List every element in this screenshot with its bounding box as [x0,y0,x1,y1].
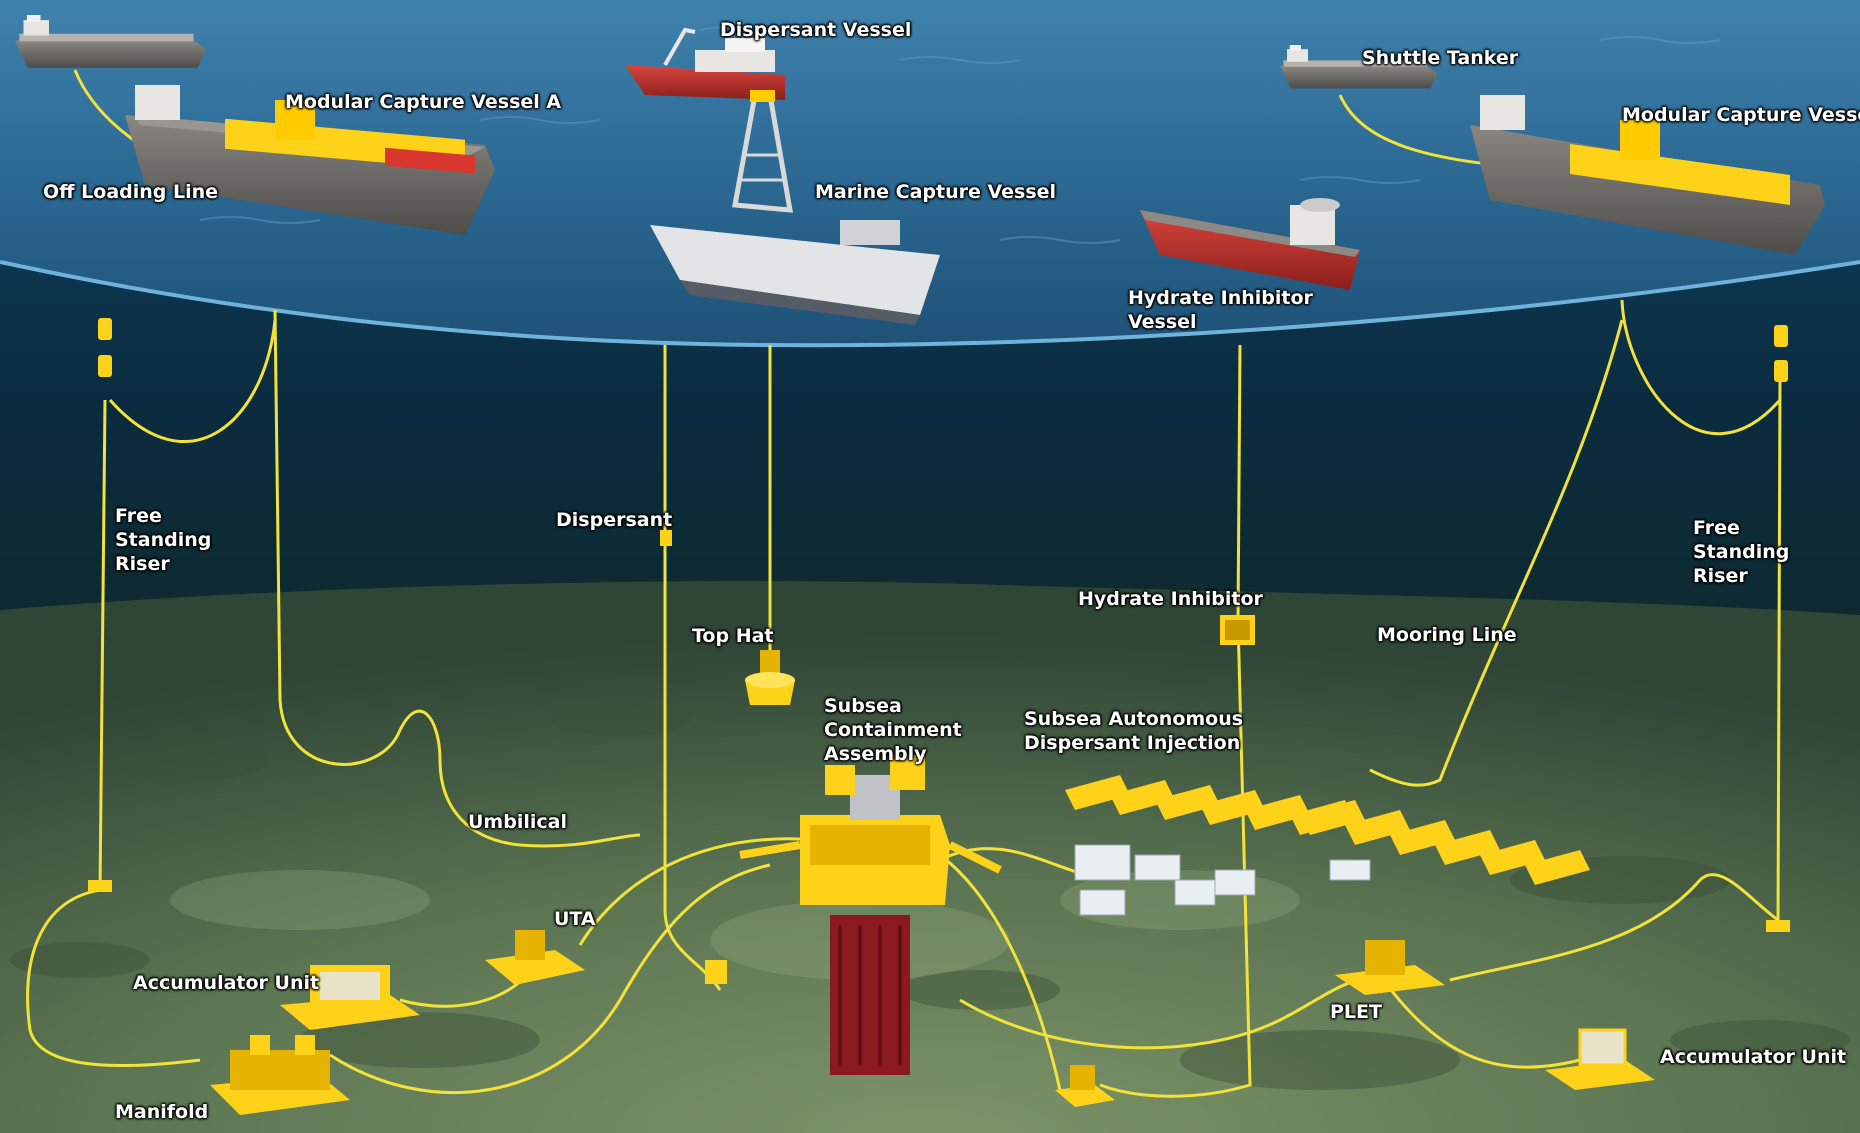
waterline-edge [0,260,1860,348]
plet-to-accumulator [1378,974,1581,1069]
modular-capture-vessel-b-label: Modular Capture Vessel B [1622,104,1860,126]
dispersant-skid-icon [1200,790,1265,825]
hydrate-inhibitor-vessel-label-line-2: Vessel [1128,311,1197,333]
umbilical-label: Umbilical [468,811,567,833]
uta-label: UTA [554,908,596,930]
modular-capture-vessel-icon [1470,95,1825,255]
dispersant-skid-icon [1300,800,1365,835]
small-yellow-box-icon [705,960,727,984]
containment-assembly-icon [739,755,1002,1075]
plet-to-right-riser [1449,873,1779,982]
free-standing-riser-right-label: Free Standing Riser [1693,516,1789,588]
free-standing-riser-left-line [98,399,107,891]
subsea-autonomous-dispersant-injection-line-2: Dispersant Injection [1024,732,1241,754]
sca-to-plet [939,853,1062,1091]
hydrate-inhibitor-vessel-label-line-1: Hydrate Inhibitor [1128,287,1313,309]
subsea-containment-assembly-label: Subsea Containment Assembly [824,694,962,766]
dispersant-skid-icon [1480,840,1545,875]
dispersant-label: Dispersant [556,509,673,531]
subsea-autonomous-dispersant-injection-label: Subsea Autonomous Dispersant Injection [1024,707,1243,755]
injection-modules [1074,844,1371,916]
subsea-containment-assembly-line-1: Subsea [824,695,902,717]
dispersant-vessel-label: Dispersant Vessel [720,19,912,41]
mooring-line-label: Mooring Line [1377,624,1517,646]
hydrate-inhibitor-skid-icon [1220,615,1255,645]
top-hat-icon [745,650,795,705]
top-hat-label: Top Hat [692,625,774,647]
dispersant-skid-icon [1525,850,1590,885]
free-standing-riser-right-line-2: Standing [1693,541,1790,563]
hydrate-inhibitor-label: Hydrate Inhibitor [1078,588,1263,610]
dispersant-skid-icon [1110,780,1175,815]
uta-icon [485,930,585,985]
free-standing-riser-left-line-3: Riser [115,553,170,575]
dispersant-skid-icon [1345,810,1410,845]
free-standing-riser-right-line-3: Riser [1693,565,1748,587]
hydrate-inhibitor-line [1099,344,1252,1098]
accumulator-unit-right-label: Accumulator Unit [1660,1046,1847,1068]
accumulator-unit-left-label: Accumulator Unit [133,972,320,994]
modular-capture-vessel-icon [125,85,495,235]
dispersant-skid-icon [1435,830,1500,865]
plet-label: PLET [1330,1001,1382,1023]
dispersant-skid-icon [1245,795,1310,830]
mooring-line [1369,319,1624,787]
accumulator-unit-icon [280,965,420,1030]
dispersant-skid-icon [1155,785,1220,820]
free-standing-riser-left-label: Free Standing Riser [115,504,211,576]
free-standing-riser-left-line-2: Standing [115,529,212,551]
umbilical-line-a [273,309,641,848]
manifold-icon [210,1035,350,1115]
dispersant-vessel-icon [625,27,785,100]
dispersant-clamp-icon [660,530,672,546]
sca-to-plet-lower [959,973,1381,1050]
modular-capture-vessel-a-label: Modular Capture Vessel A [285,91,562,113]
accumulator-unit-icon [1545,1028,1655,1090]
riser-jumper-right [1620,299,1782,436]
free-standing-riser-right-line-1: Free [1693,517,1740,539]
small-skid-icon [1055,1065,1115,1107]
riser-jumper-left [108,319,277,443]
off-loading-line-label: Off Loading Line [43,181,219,203]
subsea-containment-assembly-line-3: Assembly [824,743,927,765]
manifold-label: Manifold [115,1101,209,1123]
riser-buoy-icon [98,318,1788,382]
hydrate-inhibitor-vessel-icon [1140,198,1360,290]
subsea-autonomous-dispersant-injection-line-1: Subsea Autonomous [1024,708,1244,730]
dispersant-skid-icon [1390,820,1455,855]
riser-to-manifold [26,888,201,1068]
dispersant-skid-icon [1065,775,1130,810]
free-standing-riser-right-line [1776,379,1782,926]
hydrate-inhibitor-vessel-label: Hydrate Inhibitor Vessel [1128,286,1313,334]
dispersant-skid-field [1065,775,1590,885]
shuttle-tanker-label: Shuttle Tanker [1362,47,1519,69]
plet-icon [1335,940,1445,995]
marine-capture-vessel-label: Marine Capture Vessel [815,181,1057,203]
subsea-containment-assembly-line-2: Containment [824,719,962,741]
riser-base-right-icon [1766,920,1790,932]
manifold-to-sca [329,863,771,1095]
uta-to-sca [578,837,821,946]
riser-base-left-icon [88,880,112,892]
marine-capture-vessel-icon [650,90,940,325]
free-standing-riser-left-line-1: Free [115,505,162,527]
